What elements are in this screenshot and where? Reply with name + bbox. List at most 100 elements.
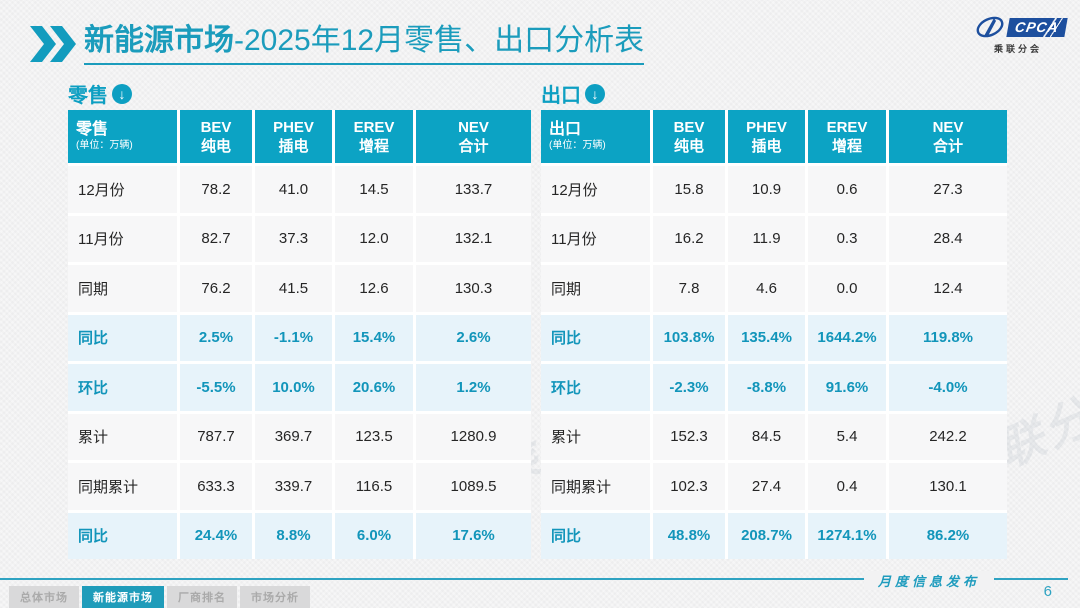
section-label-text: 零售 xyxy=(68,85,108,107)
cell-value: 12.4 xyxy=(889,265,1007,312)
cell-value: 11.9 xyxy=(728,215,805,262)
row-label: 11月份 xyxy=(68,215,177,262)
publication-label: 月度信息发布 xyxy=(863,571,994,590)
double-chevron-icon xyxy=(30,26,76,62)
cell-value: 1644.2% xyxy=(808,314,886,361)
cell-value: 130.3 xyxy=(416,265,531,312)
cell-value: -2.3% xyxy=(653,364,725,411)
cell-value: -1.1% xyxy=(255,314,332,361)
cell-value: 91.6% xyxy=(808,364,886,411)
page-number: 6 xyxy=(1043,583,1052,600)
cell-value: 10.9 xyxy=(728,166,805,213)
nav-tab[interactable]: 新能源市场 xyxy=(82,586,164,608)
title-row: 新能源市场-2025年12月零售、出口分析表 xyxy=(30,24,645,65)
cell-value: 133.7 xyxy=(416,166,531,213)
row-label: 同比 xyxy=(541,512,650,559)
cell-value: 0.4 xyxy=(808,463,886,510)
cell-value: 20.6% xyxy=(335,364,413,411)
cell-value: 119.8% xyxy=(889,314,1007,361)
cell-value: 208.7% xyxy=(728,512,805,559)
nav-tab[interactable]: 市场分析 xyxy=(240,586,310,608)
cell-value: 28.4 xyxy=(889,215,1007,262)
cell-value: 10.0% xyxy=(255,364,332,411)
down-arrow-icon: ↓ xyxy=(112,83,132,104)
cell-value: -5.5% xyxy=(180,364,252,411)
cell-value: 78.2 xyxy=(180,166,252,213)
section-label: 零售 ↓ xyxy=(68,82,531,107)
table-corner-cell: 出口 (单位：万辆) xyxy=(541,110,650,163)
cell-value: 15.4% xyxy=(335,314,413,361)
cell-value: 48.8% xyxy=(653,512,725,559)
column-header: BEV 纯电 xyxy=(180,110,252,163)
cell-value: 2.5% xyxy=(180,314,252,361)
cell-value: 84.5 xyxy=(728,413,805,460)
cell-value: 86.2% xyxy=(889,512,1007,559)
cell-value: 14.5 xyxy=(335,166,413,213)
cell-value: 7.8 xyxy=(653,265,725,312)
cell-value: 8.8% xyxy=(255,512,332,559)
cpca-logo-top: CPCA xyxy=(970,14,1068,40)
row-label: 环比 xyxy=(541,364,650,411)
cell-value: 24.4% xyxy=(180,512,252,559)
table-section: 出口 ↓ 出口 (单位：万辆) BEV 纯电 PHEV 插电 EREV 增程 NEV 合计 12… xyxy=(541,82,1007,559)
data-table: 零售 (单位：万辆) BEV 纯电 PHEV 插电 EREV 增程 NEV 合计 12月份 78.… xyxy=(68,110,531,559)
row-label: 环比 xyxy=(68,364,177,411)
nav-tab[interactable]: 厂商排名 xyxy=(167,586,237,608)
footer-nav: 总体市场 新能源市场 厂商排名 市场分析 xyxy=(9,586,310,608)
cell-value: 41.5 xyxy=(255,265,332,312)
column-header: PHEV 插电 xyxy=(255,110,332,163)
cell-value: 15.8 xyxy=(653,166,725,213)
section-label: 出口 ↓ xyxy=(541,82,1007,107)
cell-value: 41.0 xyxy=(255,166,332,213)
cell-value: -4.0% xyxy=(889,364,1007,411)
cell-value: -8.8% xyxy=(728,364,805,411)
cell-value: 16.2 xyxy=(653,215,725,262)
section-label-text: 出口 xyxy=(541,85,581,107)
table-section: 零售 ↓ 零售 (单位：万辆) BEV 纯电 PHEV 插电 EREV 增程 NEV 合计 12… xyxy=(68,82,531,559)
row-label: 同比 xyxy=(68,314,177,361)
column-header: EREV 增程 xyxy=(808,110,886,163)
row-label: 同期累计 xyxy=(68,463,177,510)
row-label: 累计 xyxy=(541,413,650,460)
cell-value: 12.6 xyxy=(335,265,413,312)
row-label: 同比 xyxy=(541,314,650,361)
column-header: NEV 合计 xyxy=(416,110,531,163)
cell-value: 103.8% xyxy=(653,314,725,361)
row-label: 12月份 xyxy=(541,166,650,213)
row-label: 累计 xyxy=(68,413,177,460)
cell-value: 339.7 xyxy=(255,463,332,510)
cell-value: 37.3 xyxy=(255,215,332,262)
cell-value: 82.7 xyxy=(180,215,252,262)
cell-value: 130.1 xyxy=(889,463,1007,510)
cell-value: 27.4 xyxy=(728,463,805,510)
cell-value: 1089.5 xyxy=(416,463,531,510)
cell-value: 5.4 xyxy=(808,413,886,460)
cell-value: 76.2 xyxy=(180,265,252,312)
cell-value: 116.5 xyxy=(335,463,413,510)
cell-value: 0.6 xyxy=(808,166,886,213)
footer-divider-line xyxy=(0,578,1068,580)
cpca-logo-mark-icon xyxy=(976,16,1004,38)
cell-value: 369.7 xyxy=(255,413,332,460)
cell-value: 102.3 xyxy=(653,463,725,510)
table-corner-cell: 零售 (单位：万辆) xyxy=(68,110,177,163)
cell-value: 2.6% xyxy=(416,314,531,361)
cell-value: 4.6 xyxy=(728,265,805,312)
cell-value: 6.0% xyxy=(335,512,413,559)
cell-value: 17.6% xyxy=(416,512,531,559)
cell-value: 135.4% xyxy=(728,314,805,361)
nav-tab[interactable]: 总体市场 xyxy=(9,586,79,608)
page-title-main: 新能源市场 xyxy=(84,24,234,57)
page-title-rest: -2025年12月零售、出口分析表 xyxy=(234,24,645,57)
row-label: 11月份 xyxy=(541,215,650,262)
row-label: 12月份 xyxy=(68,166,177,213)
cell-value: 152.3 xyxy=(653,413,725,460)
column-header: EREV 增程 xyxy=(335,110,413,163)
cell-value: 132.1 xyxy=(416,215,531,262)
table-corner-unit: (单位：万辆) xyxy=(549,140,606,151)
row-label: 同比 xyxy=(68,512,177,559)
cpca-logo-subtext: 乘联分会 xyxy=(993,44,1042,54)
page-title: 新能源市场-2025年12月零售、出口分析表 xyxy=(84,24,645,65)
row-label: 同期 xyxy=(541,265,650,312)
